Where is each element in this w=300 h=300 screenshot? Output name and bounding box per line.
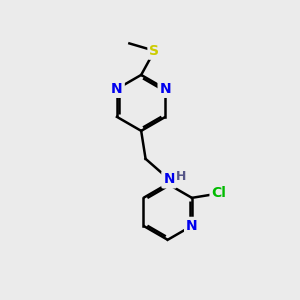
Text: N: N bbox=[160, 82, 171, 96]
Text: H: H bbox=[176, 170, 187, 183]
Text: S: S bbox=[149, 44, 159, 58]
Text: Cl: Cl bbox=[212, 186, 226, 200]
Text: N: N bbox=[186, 219, 198, 233]
Text: N: N bbox=[111, 82, 123, 96]
Text: N: N bbox=[163, 172, 175, 186]
